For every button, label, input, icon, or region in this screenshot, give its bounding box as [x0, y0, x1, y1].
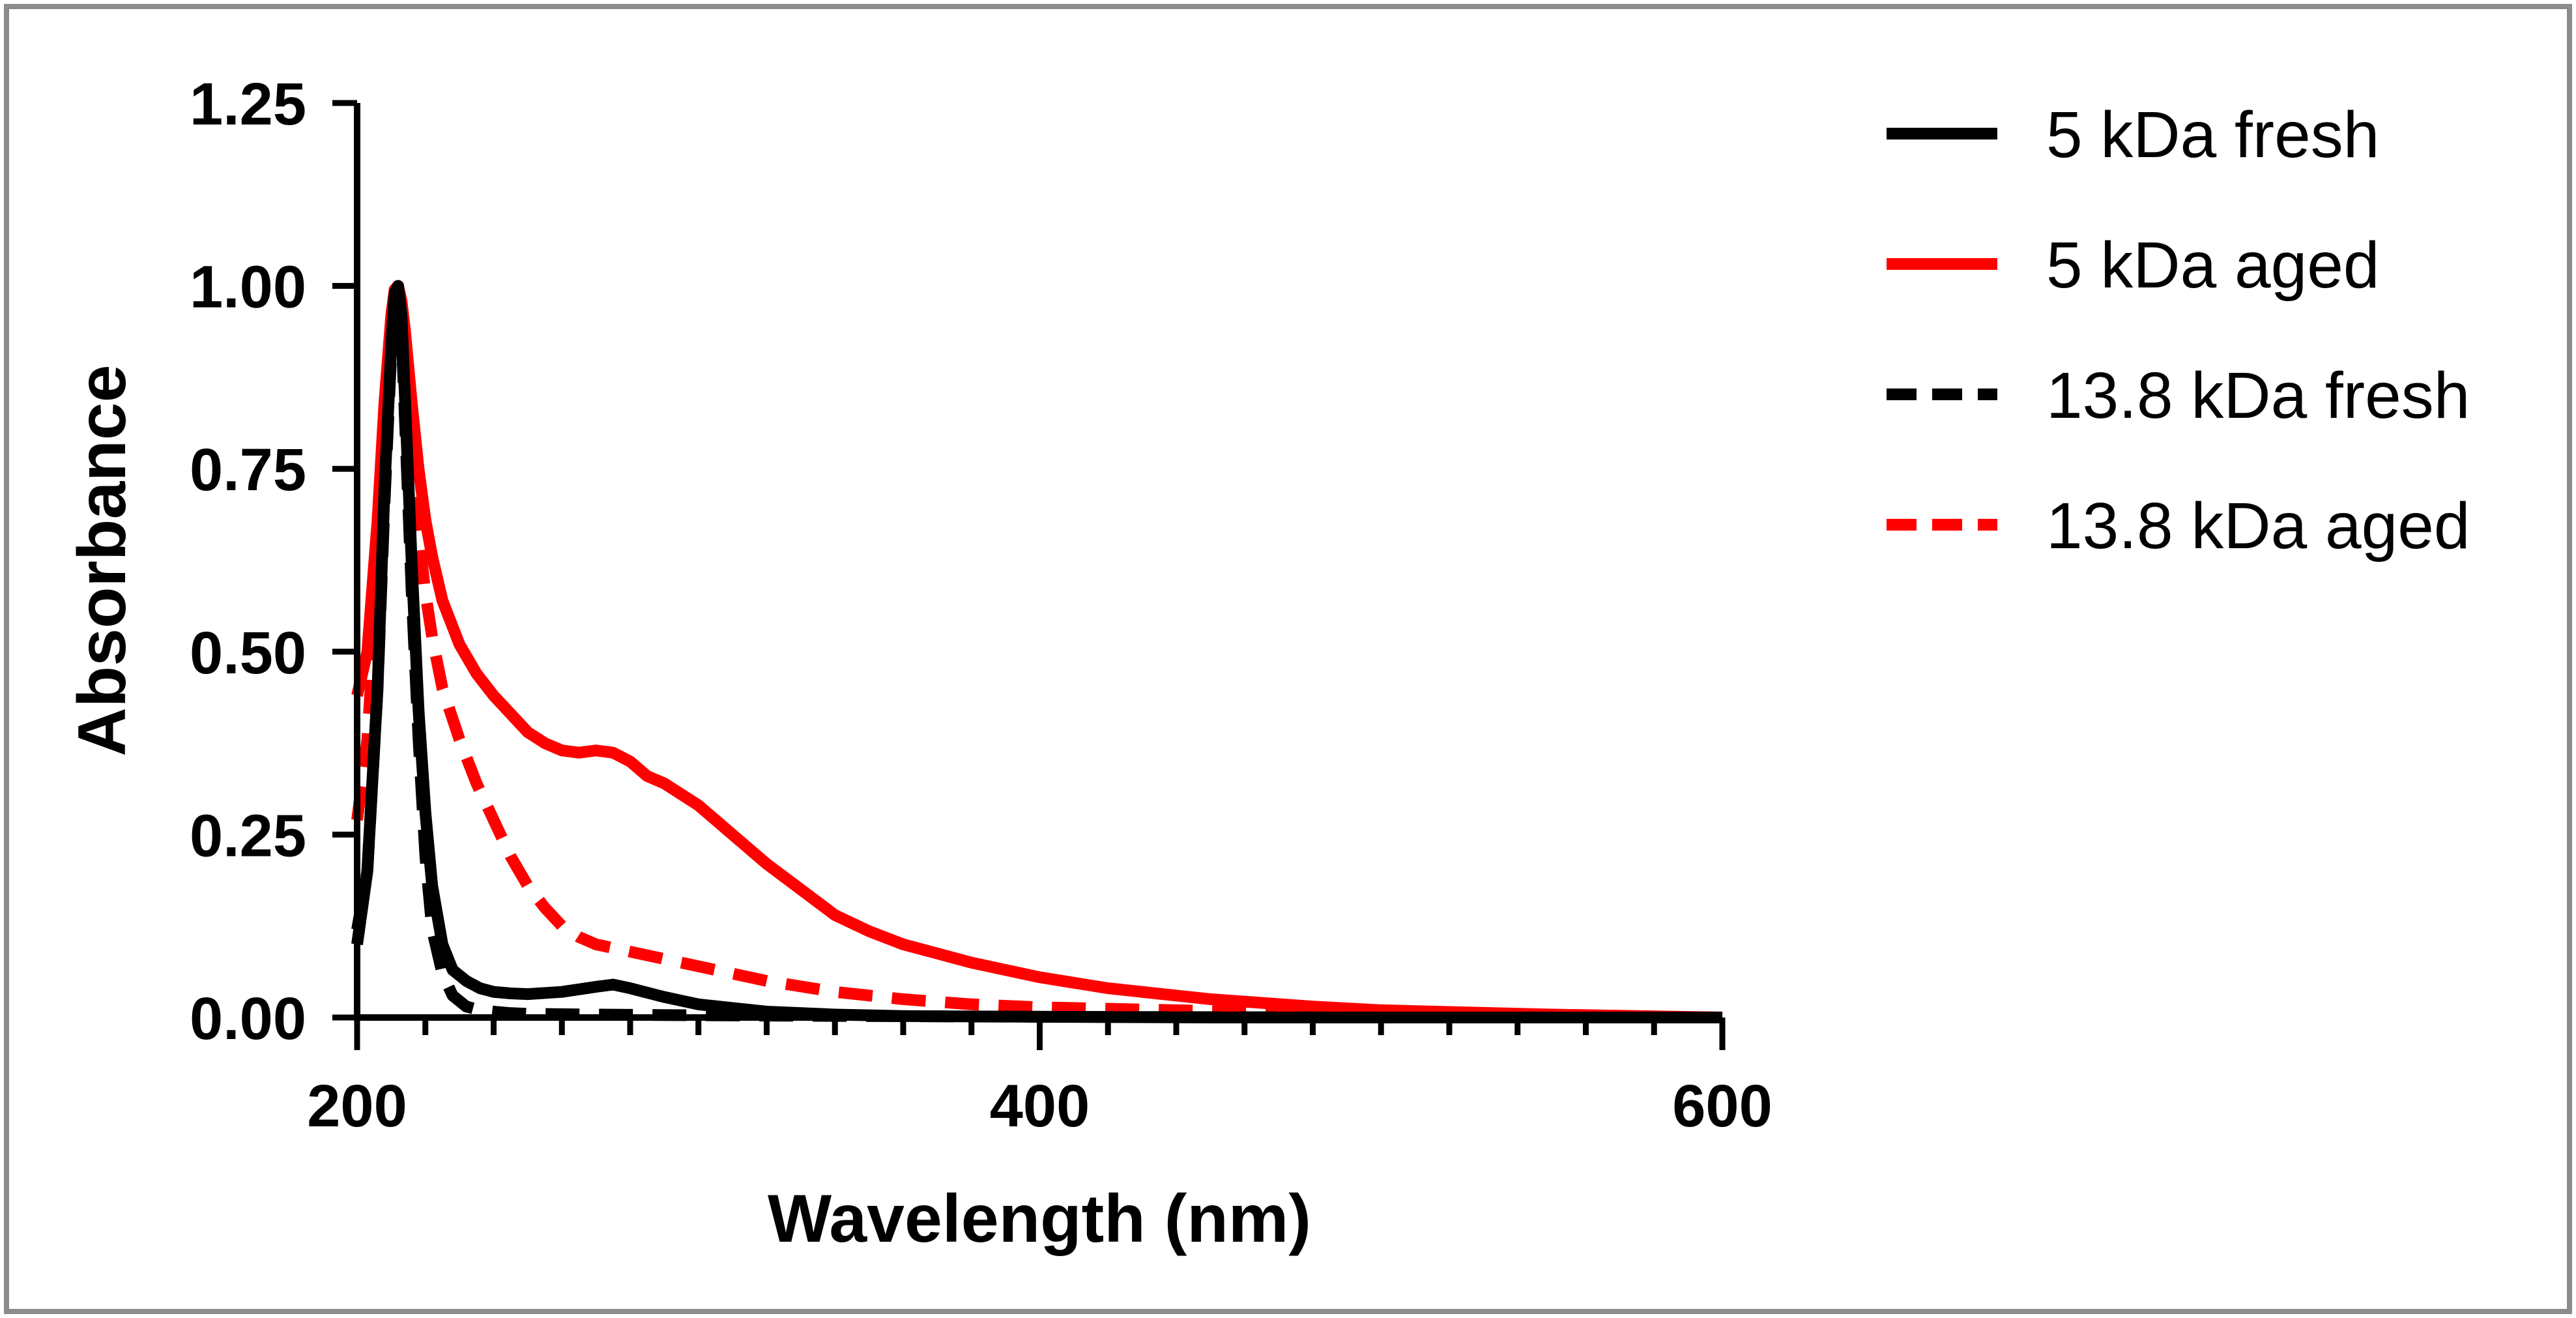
y-tick-label: 0.00: [190, 986, 306, 1052]
y-tick-label: 1.25: [190, 71, 306, 138]
legend-label-5-kda-fresh: 5 kDa fresh: [2046, 98, 2379, 171]
y-tick-label: 0.25: [190, 802, 306, 869]
x-tick-label: 600: [1672, 1073, 1773, 1139]
y-ticks: 0.00 0.25 0.50 0.75 1.00 1.25: [190, 71, 357, 1052]
y-axis-title: Absorbance: [65, 364, 140, 756]
legend-label-5-kda-aged: 5 kDa aged: [2046, 229, 2379, 302]
legend: 5 kDa fresh 5 kDa aged 13.8 kDa fresh 13.8 …: [1887, 98, 2470, 563]
legend-label-13-8-kda-aged: 13.8 kDa aged: [2046, 490, 2470, 563]
x-ticks: 200 400 600: [307, 1018, 1773, 1139]
x-tick-label: 400: [990, 1073, 1090, 1139]
x-axis-title: Wavelength (nm): [768, 1181, 1311, 1257]
y-tick-label: 0.75: [190, 437, 306, 503]
y-tick-label: 0.50: [190, 620, 306, 686]
y-tick-label: 1.00: [190, 254, 306, 321]
axes: 0.00 0.25 0.50 0.75 1.00 1.25 200 400 600: [190, 71, 1773, 1139]
x-tick-label: 200: [307, 1073, 407, 1139]
legend-label-13-8-kda-fresh: 13.8 kDa fresh: [2046, 359, 2470, 432]
